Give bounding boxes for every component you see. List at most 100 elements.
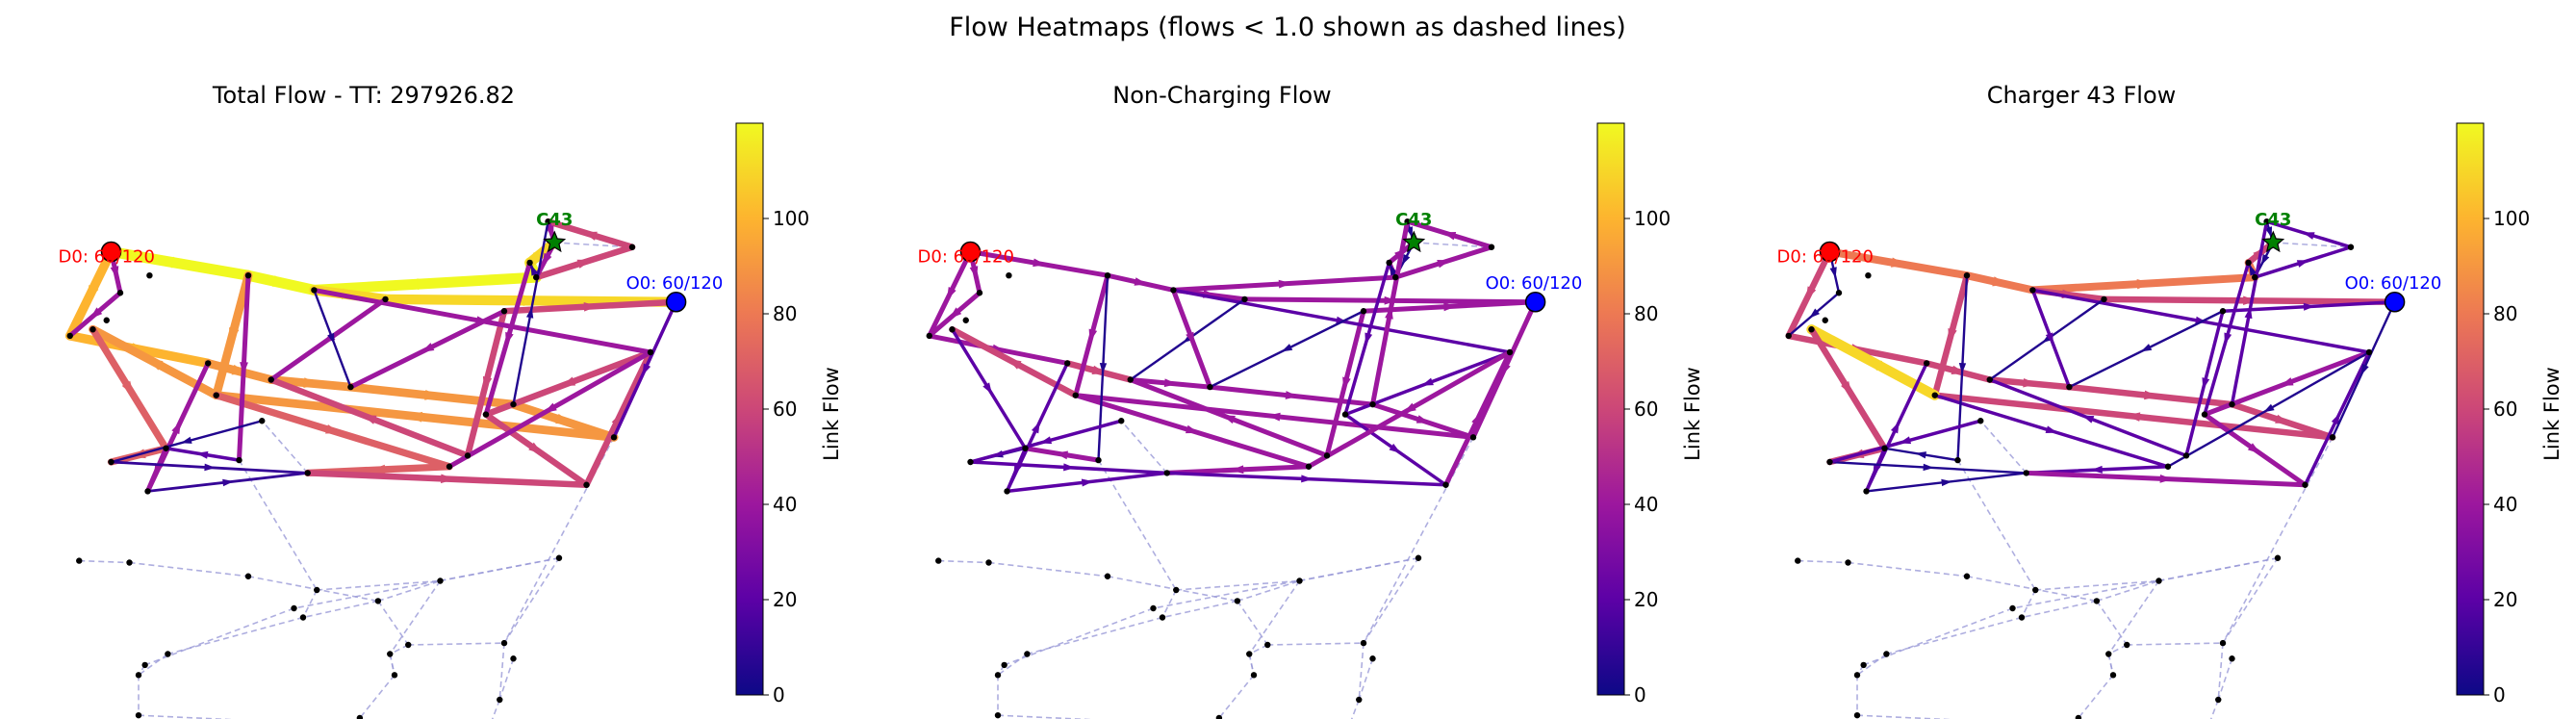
network-node bbox=[1246, 651, 1253, 657]
network-node bbox=[116, 290, 124, 296]
dashed-edge bbox=[997, 714, 1094, 719]
network-node bbox=[103, 317, 110, 323]
network-node bbox=[1241, 295, 1248, 303]
network-node bbox=[1795, 557, 1801, 564]
network-node bbox=[1118, 418, 1125, 424]
flow-arrowhead bbox=[2244, 306, 2253, 320]
destination-marker bbox=[100, 241, 122, 263]
network-node bbox=[165, 651, 171, 657]
network-node bbox=[374, 598, 382, 604]
dashed-edge bbox=[1237, 600, 1268, 646]
colorbar-tick-label: 0 bbox=[2493, 683, 2506, 706]
network-node bbox=[1822, 317, 1828, 323]
network-node bbox=[1095, 456, 1102, 464]
network-node bbox=[1865, 272, 1872, 279]
network-node bbox=[510, 655, 517, 662]
flow-arrowhead bbox=[1389, 443, 1401, 453]
dashed-edge bbox=[1798, 559, 1849, 564]
flow-arrowhead bbox=[171, 421, 181, 435]
flow-arrowhead bbox=[2263, 403, 2275, 413]
colorbar-tick-label: 100 bbox=[773, 207, 809, 230]
flow-arrowhead bbox=[229, 327, 240, 345]
network-node bbox=[1006, 272, 1012, 279]
network-node bbox=[2124, 641, 2130, 649]
dashed-edge bbox=[554, 242, 633, 248]
colorbar bbox=[1596, 122, 1625, 696]
network-node bbox=[1369, 655, 1376, 662]
network-node bbox=[291, 604, 297, 612]
flow-arrowhead bbox=[2023, 377, 2038, 388]
dashed-edge bbox=[317, 579, 441, 591]
dashed-edge bbox=[1863, 607, 2013, 666]
flow-arrowhead bbox=[2136, 278, 2153, 290]
network-node bbox=[304, 470, 311, 476]
charger-star-icon bbox=[543, 230, 567, 253]
network-node bbox=[1360, 639, 1367, 647]
network-node bbox=[1215, 714, 1223, 719]
flow-arrowhead bbox=[1443, 302, 1457, 312]
dashed-edge bbox=[293, 556, 560, 609]
network-node bbox=[1853, 672, 1861, 679]
dashed-edge bbox=[2209, 699, 2219, 719]
network-node bbox=[647, 348, 654, 356]
flow-arrowhead bbox=[642, 363, 651, 376]
charger-label: C43 bbox=[1395, 210, 1432, 230]
network-node bbox=[2066, 383, 2073, 391]
dashed-edge bbox=[1120, 420, 1168, 474]
dashed-edge bbox=[2127, 642, 2224, 646]
network-node bbox=[2245, 259, 2252, 267]
flow-arrowhead bbox=[2331, 412, 2340, 425]
network-node bbox=[126, 559, 133, 566]
dashed-edge bbox=[2012, 556, 2279, 609]
dashed-edge bbox=[2217, 657, 2233, 701]
dashed-edge bbox=[1358, 657, 1374, 701]
flow-arrowhead bbox=[1278, 279, 1292, 289]
flow-arrowhead bbox=[1958, 363, 1967, 374]
network-node bbox=[387, 651, 394, 657]
network-node bbox=[1986, 376, 1993, 383]
dashed-edge bbox=[2222, 436, 2334, 644]
network-node bbox=[935, 557, 942, 564]
flow-arrowhead bbox=[2249, 264, 2257, 276]
network-node bbox=[2263, 218, 2270, 225]
flow-arrowhead bbox=[946, 286, 956, 300]
flow-arrowhead bbox=[1081, 478, 1094, 487]
network-node bbox=[1506, 348, 1514, 356]
network-node bbox=[2215, 696, 2222, 704]
flow-arrowhead bbox=[424, 390, 441, 400]
flow-arrowhead bbox=[530, 264, 539, 276]
flow-arrowhead bbox=[969, 266, 979, 280]
colorbar-tick-label: 80 bbox=[773, 302, 797, 325]
origin-label: O0: 60/120 bbox=[626, 273, 724, 294]
network-node bbox=[405, 641, 412, 649]
network-node bbox=[2032, 586, 2039, 594]
network-node bbox=[1170, 287, 1177, 294]
colorbar-tick-label: 0 bbox=[1634, 683, 1646, 706]
destination-label: D0: 60/120 bbox=[59, 247, 155, 268]
flow-arrowhead bbox=[1055, 450, 1069, 460]
network-node bbox=[967, 458, 974, 466]
panel-title: Non-Charging Flow bbox=[1112, 82, 1331, 109]
flow-arrowhead bbox=[2140, 344, 2153, 352]
colorbar-tick-label: 80 bbox=[1634, 302, 1658, 325]
network-node bbox=[2023, 470, 2029, 476]
flow-arrowhead bbox=[303, 377, 320, 389]
flow-arrowhead bbox=[2090, 465, 2103, 474]
origin-marker bbox=[2384, 292, 2406, 313]
network-node bbox=[1104, 573, 1111, 579]
flow-arrowhead bbox=[1285, 391, 1299, 399]
network-node bbox=[1250, 672, 1258, 679]
network-node bbox=[1392, 273, 1399, 281]
flow-arrowhead bbox=[2202, 377, 2210, 390]
origin-marker bbox=[1524, 292, 1546, 313]
flow-arrowhead bbox=[2302, 232, 2315, 240]
dashed-edge bbox=[1267, 642, 1365, 646]
network-node bbox=[1341, 411, 1349, 418]
dashed-edge bbox=[302, 589, 318, 618]
flow-arrowhead bbox=[1948, 327, 1957, 344]
flow-arrowhead bbox=[1031, 421, 1040, 434]
flow-arrowhead bbox=[417, 278, 435, 291]
destination-label: D0: 60/120 bbox=[1777, 247, 1874, 268]
panel-3: Charger 43 Flow D0: 60/120 O0: 60/120 C43 0 2… bbox=[1777, 82, 2563, 719]
dashed-edge bbox=[997, 653, 1028, 676]
